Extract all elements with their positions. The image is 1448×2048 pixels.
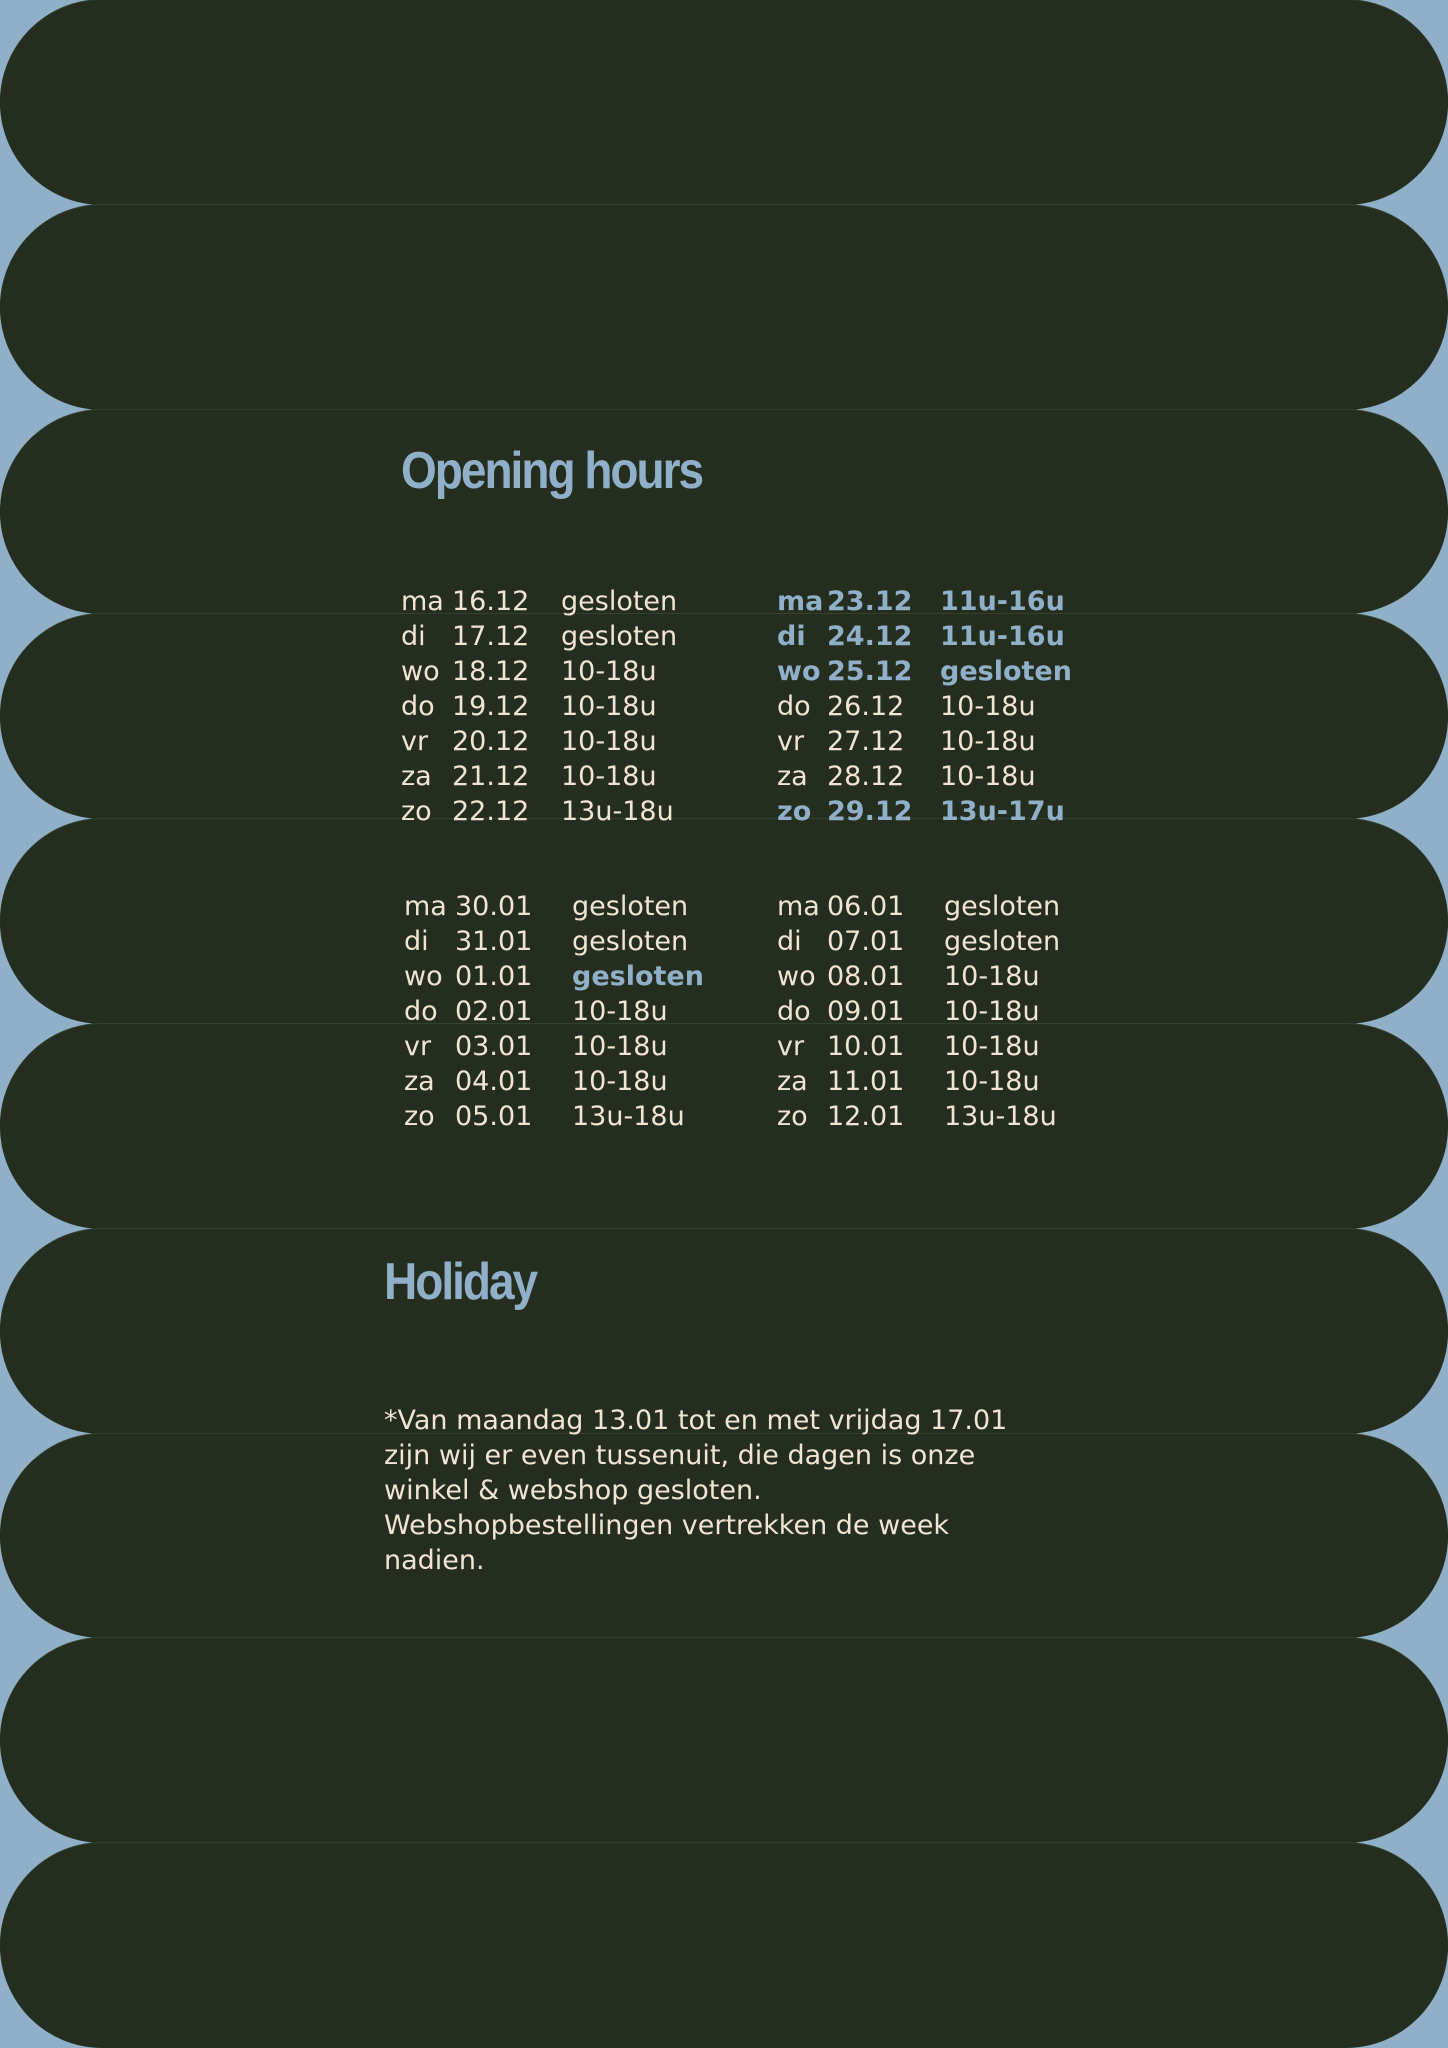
day-label: za [777, 1066, 808, 1097]
holiday-notice: *Van maandag 13.01 tot en met vrijdag 17… [384, 1405, 1008, 1576]
hours-label: 10-18u [561, 761, 657, 792]
date-label: 25.12 [827, 656, 913, 687]
date-label: 01.01 [455, 961, 533, 992]
hours-label: 10-18u [944, 1066, 1040, 1097]
date-label: 26.12 [827, 691, 905, 722]
date-label: 30.01 [455, 891, 533, 922]
date-label: 12.01 [827, 1101, 905, 1132]
date-label: 03.01 [455, 1031, 533, 1062]
background-band [0, 0, 1448, 205]
day-label: vr [401, 726, 429, 757]
holiday-title: Holiday [384, 1252, 538, 1311]
date-label: 19.12 [452, 691, 530, 722]
day-label: vr [777, 1031, 805, 1062]
hours-label: 10-18u [940, 726, 1036, 757]
date-label: 08.01 [827, 961, 905, 992]
day-label: ma [404, 891, 447, 922]
day-label: zo [777, 796, 812, 827]
date-label: 18.12 [452, 656, 530, 687]
date-label: 20.12 [452, 726, 530, 757]
day-label: do [777, 996, 811, 1027]
day-label: za [777, 761, 808, 792]
background-band [0, 1433, 1448, 1639]
hours-label: 10-18u [561, 656, 657, 687]
date-label: 29.12 [827, 796, 913, 827]
hours-label: 10-18u [572, 1031, 668, 1062]
day-label: zo [404, 1101, 435, 1132]
date-label: 16.12 [452, 586, 530, 617]
date-label: 09.01 [827, 996, 905, 1027]
background-band [0, 1024, 1448, 1229]
day-label: ma [777, 586, 824, 617]
background-band [0, 1638, 1448, 1844]
day-label: wo [777, 656, 821, 687]
day-label: di [777, 926, 802, 957]
date-label: 28.12 [827, 761, 905, 792]
day-label: wo [404, 961, 443, 992]
hours-label: 13u-18u [944, 1101, 1057, 1132]
day-label: ma [777, 891, 820, 922]
background-band [0, 614, 1448, 820]
hours-label: 13u-18u [572, 1101, 685, 1132]
day-label: di [401, 621, 426, 652]
date-label: 02.01 [455, 996, 533, 1027]
hours-label: 10-18u [940, 691, 1036, 722]
background-band [0, 1228, 1448, 1434]
date-label: 04.01 [455, 1066, 533, 1097]
background-band [0, 409, 1448, 615]
day-label: di [404, 926, 429, 957]
date-label: 11.01 [827, 1066, 905, 1097]
day-label: do [777, 691, 811, 722]
hours-label: gesloten [944, 926, 1061, 957]
day-label: zo [777, 1101, 808, 1132]
day-label: vr [777, 726, 805, 757]
date-label: 22.12 [452, 796, 530, 827]
hours-label: 10-18u [572, 1066, 668, 1097]
hours-label: gesloten [561, 586, 678, 617]
date-label: 07.01 [827, 926, 905, 957]
date-label: 17.12 [452, 621, 530, 652]
day-label: zo [401, 796, 432, 827]
day-label: za [401, 761, 432, 792]
date-label: 31.01 [455, 926, 533, 957]
hours-label: gesloten [572, 961, 704, 992]
day-label: za [404, 1066, 435, 1097]
hours-label: 11u-16u [940, 586, 1065, 617]
hours-label: gesloten [940, 656, 1072, 687]
background-band [0, 1843, 1448, 2048]
day-label: ma [401, 586, 444, 617]
day-label: do [401, 691, 435, 722]
hours-label: 10-18u [944, 996, 1040, 1027]
background-band [0, 819, 1448, 1024]
date-label: 21.12 [452, 761, 530, 792]
hours-label: 13u-17u [940, 796, 1065, 827]
hours-label: 10-18u [561, 691, 657, 722]
background-band [0, 204, 1448, 410]
day-label: wo [777, 961, 816, 992]
hours-label: gesloten [572, 926, 689, 957]
hours-label: 10-18u [561, 726, 657, 757]
day-label: wo [401, 656, 440, 687]
hours-label: 10-18u [944, 961, 1040, 992]
hours-label: 10-18u [572, 996, 668, 1027]
hours-label: gesloten [944, 891, 1061, 922]
hours-label: 11u-16u [940, 621, 1065, 652]
day-label: di [777, 621, 806, 652]
date-label: 05.01 [455, 1101, 533, 1132]
date-label: 24.12 [827, 621, 913, 652]
hours-label: 10-18u [944, 1031, 1040, 1062]
date-label: 10.01 [827, 1031, 905, 1062]
hours-label: gesloten [572, 891, 689, 922]
hours-label: 13u-18u [561, 796, 674, 827]
opening-hours-title: Opening hours [401, 441, 704, 500]
date-label: 27.12 [827, 726, 905, 757]
hours-label: gesloten [561, 621, 678, 652]
hours-label: 10-18u [940, 761, 1036, 792]
date-label: 23.12 [827, 586, 913, 617]
day-label: do [404, 996, 438, 1027]
date-label: 06.01 [827, 891, 905, 922]
day-label: vr [404, 1031, 432, 1062]
